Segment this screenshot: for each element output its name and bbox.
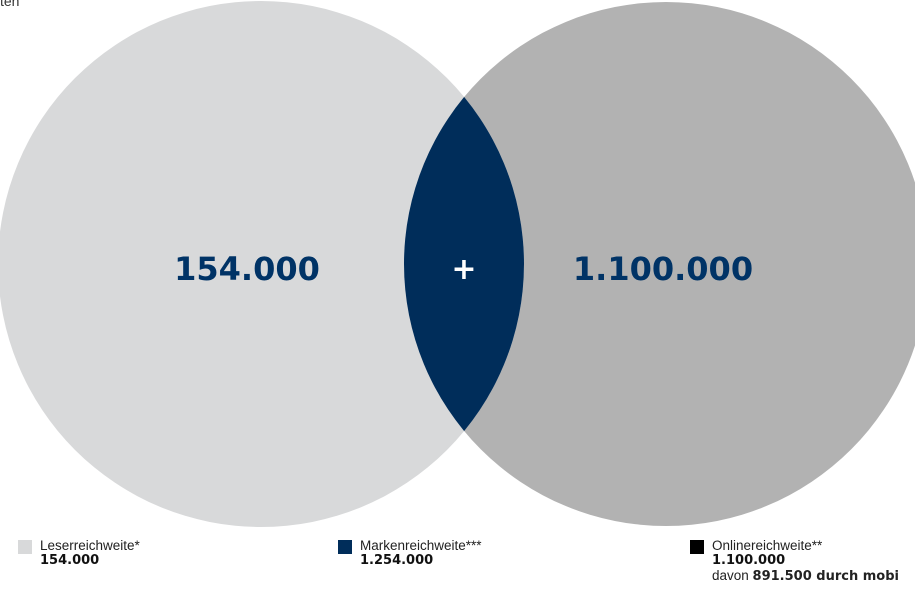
reader-reach-circle: [0, 1, 524, 527]
legend-label: Onlinereichweite**: [712, 538, 823, 553]
reader-reach-value: 154.000: [174, 250, 320, 288]
legend-value: 1.100.000: [712, 553, 786, 568]
legend-label: Markenreichweite***: [360, 538, 482, 553]
legend-swatch-online-reach: [690, 540, 704, 554]
legend-value: 1.254.000: [360, 553, 434, 568]
legend-label: Leserreichweite*: [40, 538, 140, 553]
online-reach-value: 1.100.000: [573, 250, 753, 288]
legend-note-mobile: davon 891.500 durch mobi: [712, 568, 899, 584]
title-fragment: ten: [0, 0, 20, 9]
legend-value: 154.000: [40, 553, 100, 568]
legend-swatch-reader-reach: [18, 540, 32, 554]
online-reach-circle: [404, 2, 915, 526]
plus-symbol: +: [451, 252, 476, 287]
legend-swatch-brand-reach: [338, 540, 352, 554]
